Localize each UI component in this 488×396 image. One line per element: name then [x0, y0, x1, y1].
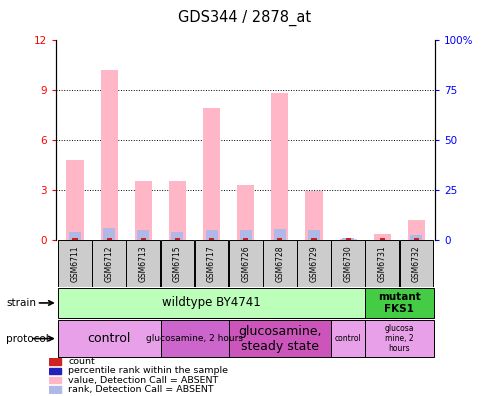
Bar: [365, 288, 433, 318]
Bar: [345, 238, 350, 240]
Bar: [399, 240, 432, 287]
Text: count: count: [68, 357, 95, 366]
Bar: [141, 238, 145, 240]
Bar: [228, 320, 330, 357]
Bar: [311, 238, 316, 240]
Bar: [69, 232, 81, 240]
Bar: [407, 219, 424, 240]
Text: mutant
FKS1: mutant FKS1: [377, 292, 420, 314]
Bar: [66, 160, 83, 240]
Bar: [228, 240, 262, 287]
Bar: [58, 288, 365, 318]
Bar: [49, 386, 61, 392]
Text: GSM6717: GSM6717: [206, 245, 216, 282]
Text: strain: strain: [6, 297, 36, 308]
Text: GSM6726: GSM6726: [241, 245, 250, 282]
Text: GSM6711: GSM6711: [70, 245, 80, 282]
Text: glucosamine,
steady state: glucosamine, steady state: [238, 325, 321, 352]
Text: glucosamine, 2 hours: glucosamine, 2 hours: [146, 334, 243, 343]
Text: GSM6732: GSM6732: [411, 245, 420, 282]
Text: control: control: [87, 332, 131, 345]
Bar: [277, 238, 282, 240]
Bar: [271, 93, 288, 240]
Text: GDS344 / 2878_at: GDS344 / 2878_at: [178, 10, 310, 26]
Text: GSM6728: GSM6728: [275, 245, 284, 282]
Bar: [239, 230, 251, 240]
Bar: [194, 240, 228, 287]
Bar: [409, 234, 422, 240]
Bar: [365, 240, 398, 287]
Bar: [237, 185, 254, 240]
Bar: [339, 239, 356, 240]
Bar: [160, 320, 228, 357]
Bar: [413, 238, 418, 240]
Bar: [203, 108, 220, 240]
Bar: [263, 240, 296, 287]
Text: GSM6713: GSM6713: [139, 245, 147, 282]
Text: glucosa
mine, 2
hours: glucosa mine, 2 hours: [384, 324, 413, 354]
Bar: [243, 238, 248, 240]
Text: GSM6729: GSM6729: [309, 245, 318, 282]
Text: percentile rank within the sample: percentile rank within the sample: [68, 366, 228, 375]
Bar: [137, 230, 149, 240]
Text: GSM6712: GSM6712: [104, 245, 113, 282]
Bar: [106, 238, 111, 240]
Bar: [49, 367, 61, 374]
Bar: [103, 228, 115, 240]
Text: control: control: [334, 334, 361, 343]
Bar: [92, 240, 126, 287]
Bar: [49, 377, 61, 383]
Bar: [208, 238, 214, 240]
Bar: [58, 240, 92, 287]
Bar: [305, 191, 322, 240]
Bar: [49, 358, 61, 365]
Bar: [101, 70, 118, 240]
Bar: [135, 181, 151, 240]
Text: GSM6730: GSM6730: [343, 245, 352, 282]
Bar: [126, 240, 160, 287]
Text: GSM6731: GSM6731: [377, 245, 386, 282]
Bar: [168, 181, 185, 240]
Text: GSM6715: GSM6715: [173, 245, 182, 282]
Bar: [160, 240, 194, 287]
Text: wildtype BY4741: wildtype BY4741: [162, 297, 261, 309]
Bar: [175, 238, 180, 240]
Bar: [273, 229, 285, 240]
Bar: [171, 232, 183, 240]
Bar: [205, 230, 217, 240]
Text: value, Detection Call = ABSENT: value, Detection Call = ABSENT: [68, 376, 218, 385]
Bar: [72, 238, 78, 240]
Text: rank, Detection Call = ABSENT: rank, Detection Call = ABSENT: [68, 385, 213, 394]
Bar: [330, 320, 365, 357]
Bar: [365, 320, 433, 357]
Bar: [297, 240, 330, 287]
Bar: [373, 234, 390, 240]
Bar: [307, 230, 319, 240]
Bar: [58, 320, 160, 357]
Text: protocol: protocol: [6, 333, 49, 344]
Bar: [342, 238, 353, 240]
Bar: [379, 238, 384, 240]
Bar: [330, 240, 365, 287]
